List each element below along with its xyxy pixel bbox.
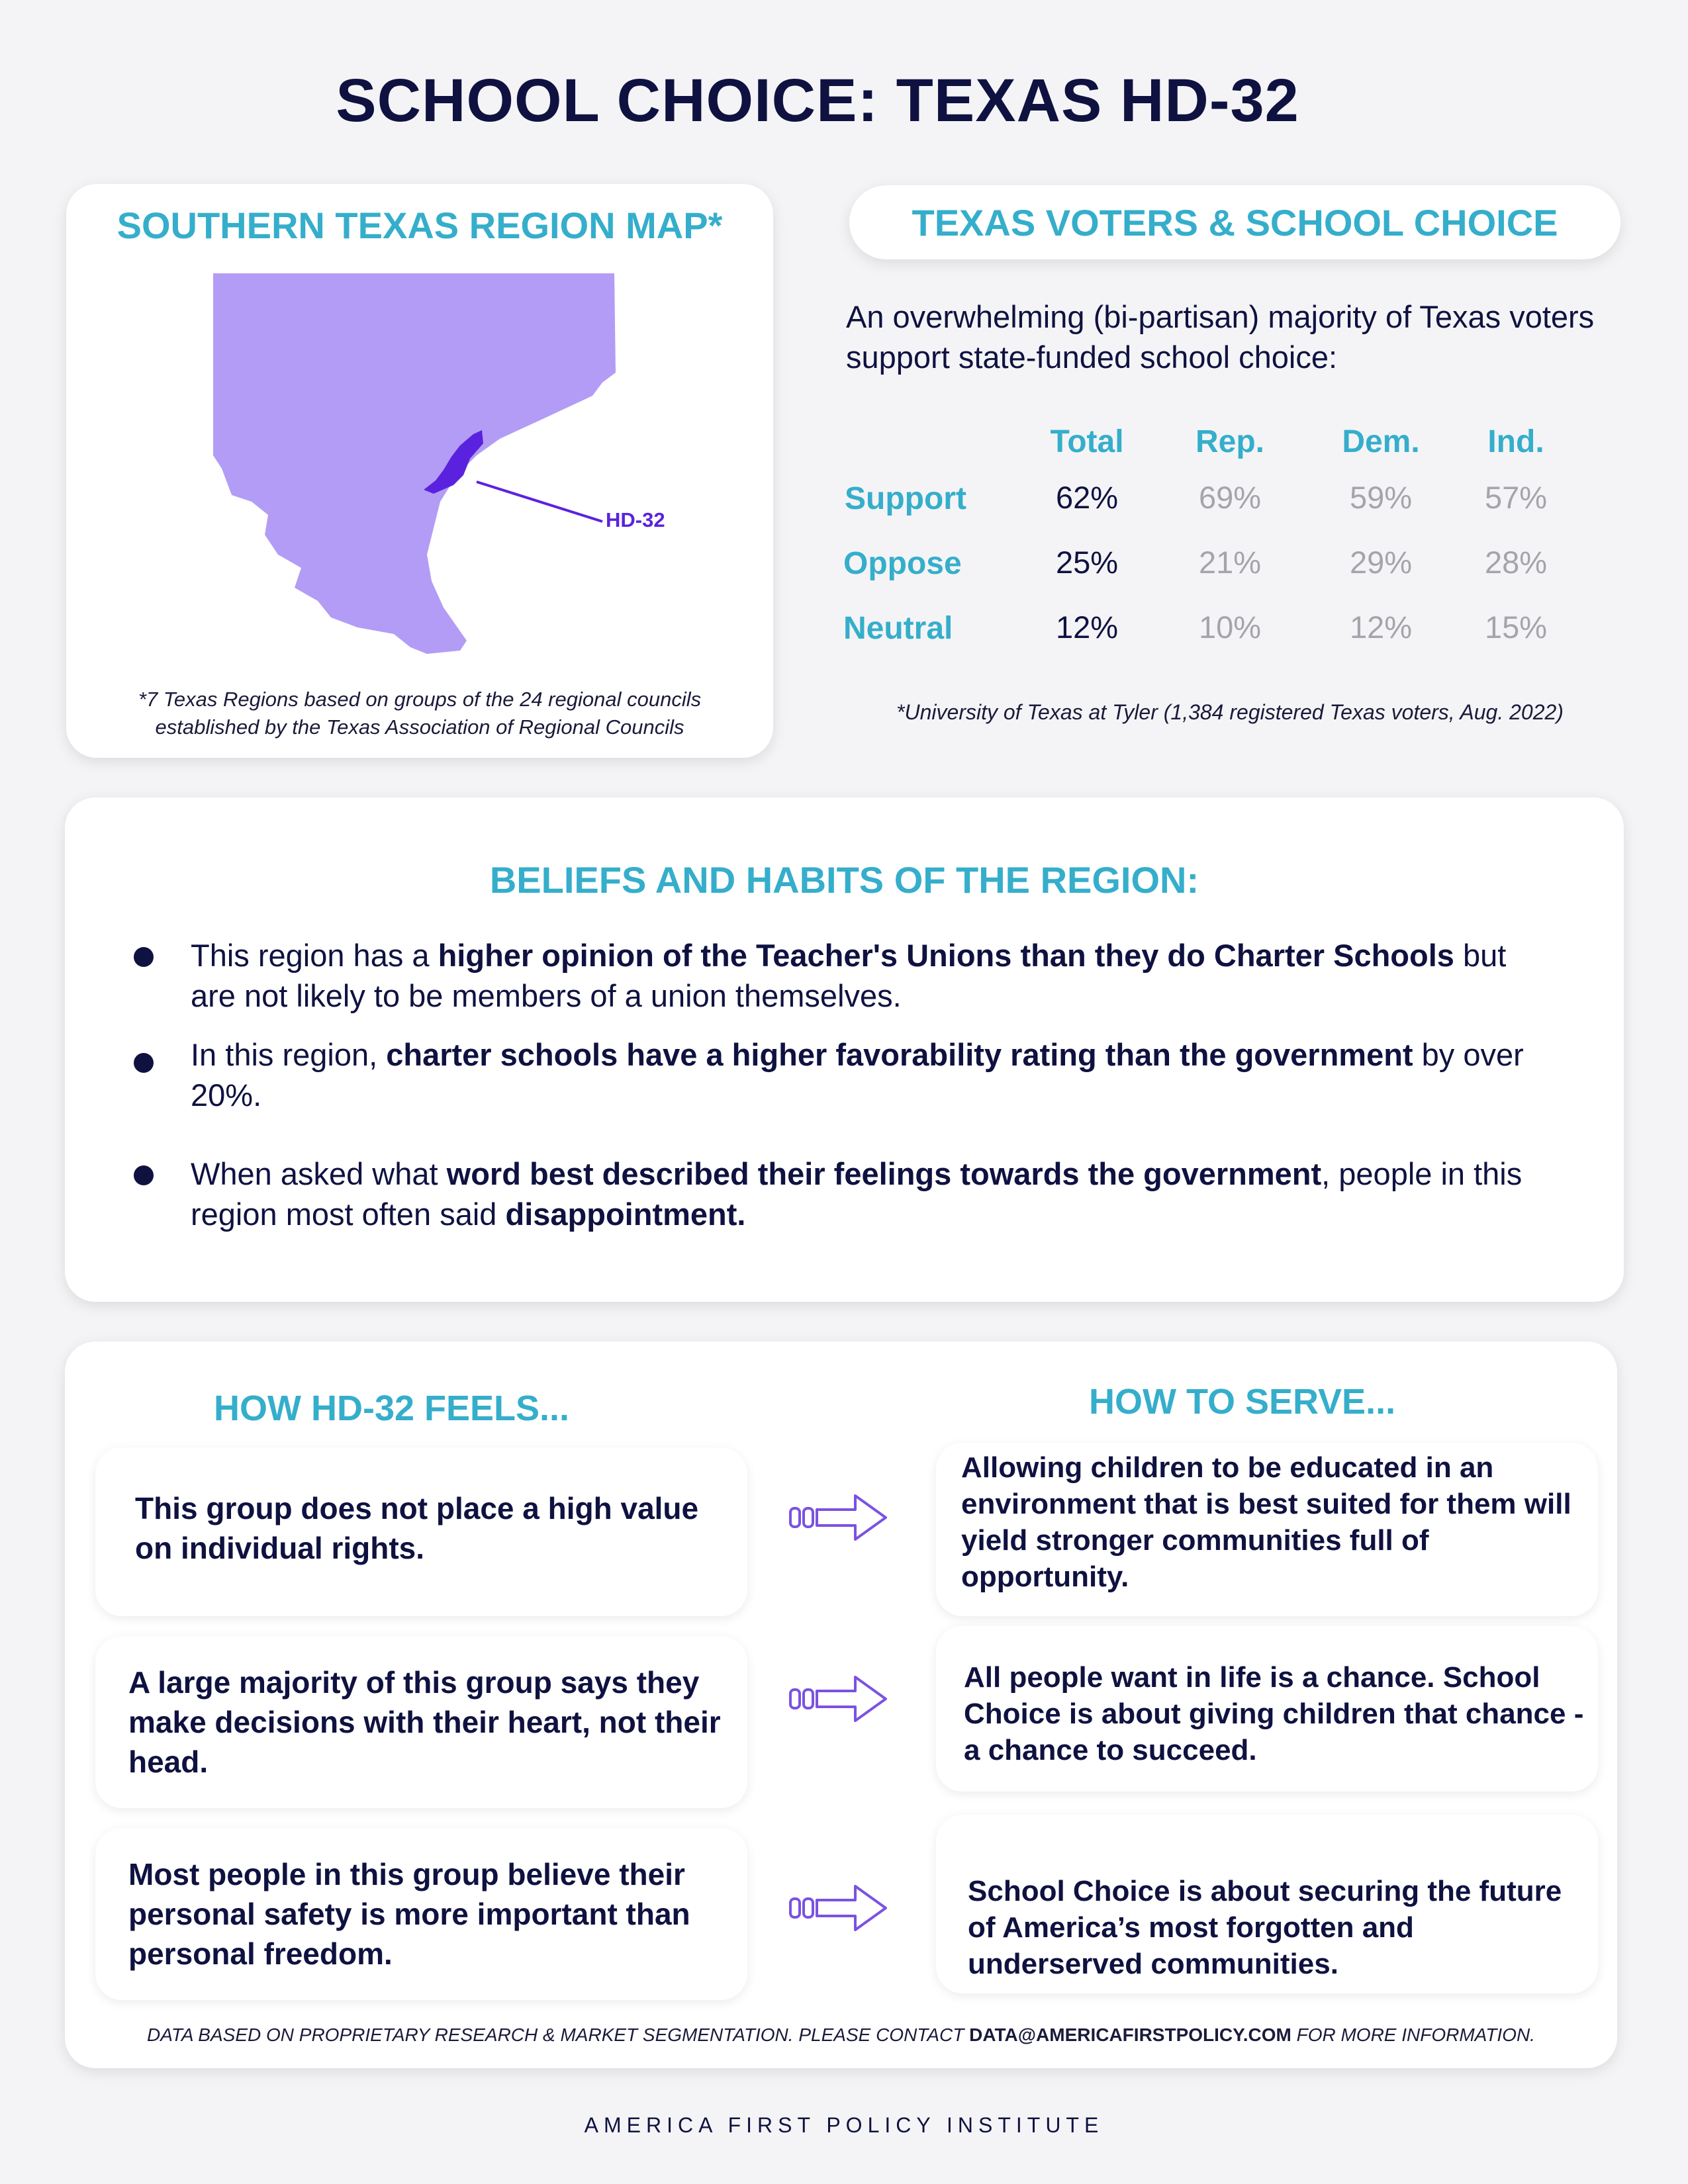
belief-item: When asked what word best described thei… — [134, 1154, 1548, 1234]
bullet-icon — [134, 1053, 154, 1073]
bullet-icon — [134, 1165, 154, 1185]
feels-text: This group does not place a high value o… — [135, 1491, 699, 1565]
voters-heading-pill: TEXAS VOTERS & SCHOOL CHOICE — [849, 185, 1620, 259]
map-footnote-line: established by the Texas Association of … — [155, 715, 684, 739]
district-label: HD-32 — [606, 508, 665, 531]
feels-text: A large majority of this group says they… — [128, 1665, 721, 1779]
table-cell: 69% — [1198, 480, 1262, 515]
feels-serve-card: HOW HD-32 FEELS... HOW TO SERVE... This … — [65, 1342, 1617, 2068]
col-header-total: Total — [1050, 424, 1124, 459]
beliefs-heading: BELIEFS AND HABITS OF THE REGION: — [489, 859, 1199, 901]
table-cell: 28% — [1484, 545, 1548, 580]
belief-item: In this region, charter schools have a h… — [134, 1034, 1548, 1115]
row-label-neutral: Neutral — [843, 611, 953, 646]
voters-heading: TEXAS VOTERS & SCHOOL CHOICE — [912, 202, 1558, 244]
southern-texas-map: HD-32 — [213, 273, 665, 654]
feels-box: A large majority of this group says they… — [95, 1636, 747, 1808]
arrow-right-icon — [789, 1494, 887, 1541]
serve-heading: HOW TO SERVE... — [1089, 1382, 1396, 1422]
serve-text: Allowing children to be educated in an e… — [961, 1451, 1571, 1593]
table-cell: 15% — [1484, 610, 1548, 645]
southern-texas-region — [213, 273, 616, 654]
arrow-right-icon — [789, 1885, 887, 1931]
col-header-dem: Dem. — [1342, 424, 1420, 459]
map-heading: SOUTHERN TEXAS REGION MAP* — [117, 205, 723, 246]
table-cell: 12% — [1349, 610, 1413, 645]
bullet-icon — [134, 947, 154, 967]
region-map-card: SOUTHERN TEXAS REGION MAP* HD-32 *7 Texa… — [66, 184, 773, 758]
contact-email[interactable]: DATA@AMERICAFIRSTPOLICY.COM — [969, 2025, 1291, 2045]
serve-box: Allowing children to be educated in an e… — [936, 1443, 1598, 1616]
col-header-ind: Ind. — [1487, 424, 1544, 459]
serve-box: School Choice is about securing the futu… — [936, 1815, 1598, 1993]
table-cell: 62% — [1055, 480, 1119, 515]
feels-box: Most people in this group believe their … — [95, 1828, 747, 2000]
arrow-right-icon — [789, 1676, 887, 1722]
table-cell: 59% — [1349, 480, 1413, 515]
map-footnote: *7 Texas Regions based on groups of the … — [79, 686, 760, 741]
feels-text: Most people in this group believe their … — [128, 1857, 690, 1971]
district-pointer-line — [476, 480, 603, 523]
page-title: SCHOOL CHOICE: TEXAS HD-32 — [336, 67, 1299, 134]
table-cell: 21% — [1198, 545, 1262, 580]
table-cell: 12% — [1055, 610, 1119, 645]
table-cell: 57% — [1484, 480, 1548, 515]
table-cell: 25% — [1055, 545, 1119, 580]
serve-text: All people want in life is a chance. Sch… — [964, 1661, 1584, 1766]
col-header-rep: Rep. — [1195, 424, 1264, 459]
table-cell: 29% — [1349, 545, 1413, 580]
row-label-oppose: Oppose — [843, 546, 962, 581]
feels-heading: HOW HD-32 FEELS... — [214, 1388, 570, 1428]
serve-box: All people want in life is a chance. Sch… — [936, 1626, 1598, 1792]
hd-32-district — [424, 430, 483, 494]
poll-source: *University of Texas at Tyler (1,384 reg… — [896, 700, 1564, 724]
beliefs-card: BELIEFS AND HABITS OF THE REGION: This r… — [65, 797, 1624, 1302]
row-label-support: Support — [845, 481, 966, 516]
serve-text: School Choice is about securing the futu… — [968, 1875, 1562, 1980]
org-name: AMERICA FIRST POLICY INSTITUTE — [584, 2113, 1104, 2137]
map-footnote-line: *7 Texas Regions based on groups of the … — [138, 688, 702, 711]
table-cell: 10% — [1198, 610, 1262, 645]
feels-box: This group does not place a high value o… — [95, 1447, 747, 1616]
voters-intro: An overwhelming (bi-partisan) majority o… — [846, 299, 1595, 375]
data-disclaimer: DATA BASED ON PROPRIETARY RESEARCH & MAR… — [147, 2025, 1535, 2045]
belief-item: This region has a higher opinion of the … — [134, 935, 1548, 1016]
